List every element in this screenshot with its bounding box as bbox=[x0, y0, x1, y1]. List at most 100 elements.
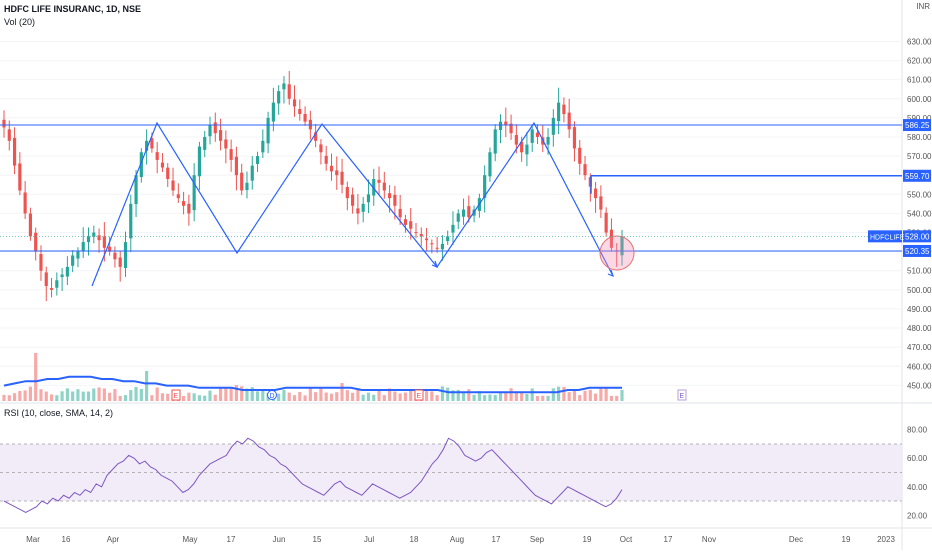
volume-bar bbox=[261, 389, 265, 401]
candle-body bbox=[319, 144, 323, 153]
price-axis-badge-label: 520.35 bbox=[905, 247, 930, 256]
candle-body bbox=[18, 163, 22, 191]
candle-body bbox=[498, 121, 503, 131]
event-marker-label: E bbox=[680, 393, 685, 400]
volume-bar bbox=[361, 394, 365, 401]
price-tick-label: 510.00 bbox=[907, 267, 932, 276]
volume-bar bbox=[240, 386, 244, 401]
volume-bar bbox=[520, 391, 524, 401]
volume-bar bbox=[277, 393, 281, 401]
candle-body bbox=[419, 233, 423, 237]
volume-bar bbox=[620, 389, 624, 401]
candle-body bbox=[102, 236, 106, 248]
candle-body bbox=[546, 136, 550, 145]
volume-bar bbox=[160, 393, 165, 401]
volume-bar bbox=[393, 391, 397, 401]
candle-body bbox=[240, 172, 244, 191]
candle-body bbox=[583, 164, 587, 176]
volume-bar bbox=[509, 388, 513, 401]
candle-body bbox=[514, 135, 518, 145]
price-axis-badge-label: 528.00 bbox=[905, 232, 930, 241]
price-tick-label: 630.00 bbox=[907, 37, 932, 46]
volume-bar bbox=[340, 383, 344, 401]
volume-bar bbox=[335, 392, 339, 401]
volume-bar bbox=[345, 390, 349, 401]
volume-bar bbox=[477, 391, 481, 401]
candle-body bbox=[535, 132, 540, 137]
price-tick-label: 540.00 bbox=[907, 209, 932, 218]
candle-body bbox=[620, 236, 624, 256]
candle-body bbox=[213, 122, 217, 134]
candle-body bbox=[314, 132, 318, 141]
candle-body bbox=[398, 208, 402, 218]
volume-bar bbox=[23, 390, 27, 401]
candle-body bbox=[234, 156, 238, 176]
rsi-legend[interactable]: RSI (10, close, SMA, 14, 2) bbox=[4, 408, 114, 418]
event-marker-label: E bbox=[174, 393, 179, 400]
volume-bar bbox=[403, 392, 408, 401]
candle-body bbox=[393, 194, 397, 206]
candle-body bbox=[599, 196, 603, 210]
volume-bar bbox=[139, 388, 143, 401]
candle-body bbox=[113, 252, 117, 260]
price-tick-label: 460.00 bbox=[907, 362, 932, 371]
candle-body bbox=[150, 138, 154, 149]
time-tick-label: Jun bbox=[273, 535, 286, 544]
time-tick-label: Mar bbox=[26, 535, 40, 544]
volume-legend[interactable]: Vol (20) bbox=[4, 17, 36, 27]
candle-body bbox=[324, 155, 328, 164]
symbol-legend[interactable]: HDFC LIFE INSURANC, 1D, NSE bbox=[4, 4, 142, 14]
candle-body bbox=[604, 212, 608, 233]
rsi-tick-label: 80.00 bbox=[907, 426, 928, 435]
candle-body bbox=[520, 141, 524, 153]
candle-body bbox=[171, 180, 175, 191]
candle-body bbox=[366, 194, 371, 203]
candle-body bbox=[203, 136, 207, 150]
candle-body bbox=[187, 203, 191, 214]
candle-body bbox=[123, 242, 128, 268]
candle-body bbox=[229, 149, 233, 160]
candle-body bbox=[250, 165, 254, 181]
time-tick-label: Dec bbox=[789, 535, 803, 544]
candle-body bbox=[609, 229, 614, 248]
price-tick-label: 470.00 bbox=[907, 343, 932, 352]
volume-bar bbox=[155, 387, 159, 401]
candle-body bbox=[451, 224, 455, 233]
price-tick-label: 620.00 bbox=[907, 57, 932, 66]
candle-body bbox=[55, 280, 59, 288]
price-tick-label: 570.00 bbox=[907, 152, 932, 161]
volume-bar bbox=[356, 388, 360, 401]
event-marker-label: D bbox=[270, 393, 275, 400]
volume-bar bbox=[49, 394, 54, 401]
time-tick-label: 16 bbox=[62, 535, 71, 544]
candle-body bbox=[509, 123, 513, 134]
candle-body bbox=[208, 125, 212, 137]
price-tick-label: 600.00 bbox=[907, 95, 932, 104]
volume-bar bbox=[546, 395, 550, 401]
volume-bar bbox=[604, 388, 608, 401]
candle-body bbox=[351, 194, 355, 206]
event-marker bbox=[414, 389, 424, 401]
volume-bar bbox=[7, 395, 11, 401]
volume-bar bbox=[541, 395, 545, 401]
volume-bar bbox=[440, 386, 444, 401]
candle-body bbox=[594, 188, 598, 199]
volume-bar bbox=[557, 386, 561, 401]
candle-body bbox=[118, 257, 122, 267]
volume-bar bbox=[187, 392, 191, 401]
candle-body bbox=[23, 192, 27, 214]
volume-bar bbox=[435, 395, 439, 401]
candle-body bbox=[71, 255, 75, 266]
volume-bar bbox=[467, 389, 471, 401]
candle-body bbox=[530, 129, 534, 143]
candle-body bbox=[245, 182, 249, 191]
candle-body bbox=[335, 170, 339, 176]
volume-bar bbox=[150, 395, 154, 401]
volume-bar bbox=[493, 394, 497, 401]
volume-bar bbox=[55, 395, 59, 401]
candle-body bbox=[108, 246, 112, 252]
candle-body bbox=[145, 140, 149, 151]
volume-bar bbox=[472, 394, 476, 401]
candle-body bbox=[34, 232, 38, 252]
